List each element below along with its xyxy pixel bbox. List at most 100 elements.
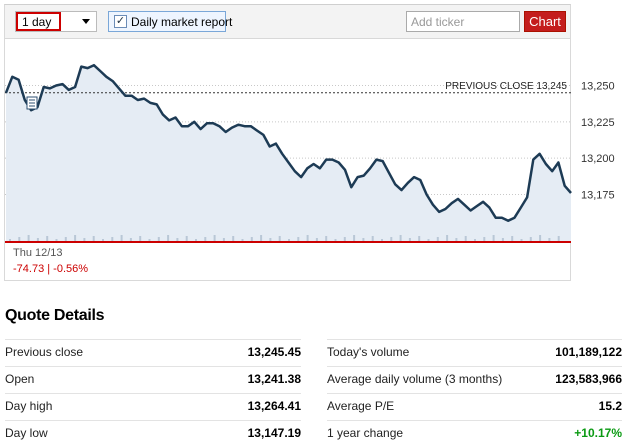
report-marker-icon[interactable] [26, 96, 38, 110]
volume-bar [446, 235, 449, 241]
volume-bar [204, 237, 207, 241]
volume-bar [353, 235, 356, 241]
volume-bar [539, 235, 542, 241]
volume-bar [213, 235, 216, 241]
volume-bar [436, 237, 439, 241]
volume-bar [390, 237, 393, 241]
price-area [6, 65, 571, 241]
quote-label: Day high [5, 399, 53, 413]
ticker-input[interactable] [406, 11, 520, 32]
volume-bar [195, 239, 197, 241]
volume-bar [278, 236, 281, 241]
volume-bar [9, 239, 11, 241]
volume-bar [222, 238, 225, 241]
volume-bar [427, 239, 430, 241]
quote-label: Today's volume [327, 345, 410, 359]
volume-bar [18, 237, 21, 241]
quote-value: 13,147.19 [247, 426, 301, 440]
volume-bar [102, 239, 104, 241]
volume-bar [120, 235, 123, 241]
volume-bar [139, 236, 142, 241]
volume-bar [46, 236, 49, 241]
volume-bar [408, 238, 411, 241]
quote-value: 15.2 [598, 399, 622, 413]
volume-bar [399, 235, 402, 241]
volume-bar [306, 235, 309, 241]
volume-bar [464, 236, 467, 241]
quote-label: Day low [5, 426, 48, 440]
volume-bar [36, 238, 39, 241]
volume-bar [548, 238, 551, 241]
quote-details-title: Quote Details [5, 307, 105, 324]
volume-bar [185, 236, 188, 241]
y-tick-label: 13,175 [581, 189, 615, 201]
volume-bar [129, 238, 132, 241]
y-tick-label: 13,200 [581, 153, 615, 165]
volume-bar [557, 236, 560, 241]
volume-bar [418, 236, 421, 241]
volume-bar [111, 237, 114, 241]
volume-bar [529, 237, 532, 241]
price-line [4, 63, 572, 222]
quote-label: Average daily volume (3 months) [327, 372, 503, 386]
quote-row: Previous close 13,245.45 [5, 339, 301, 366]
quote-value: 101,189,122 [555, 345, 622, 359]
quote-table-left: Previous close 13,245.45 Open 13,241.38 Day … [5, 339, 301, 447]
quote-value: 123,583,966 [555, 372, 622, 386]
volume-bar [288, 239, 290, 241]
price-chart: PREVIOUS CLOSE 13,245 13,250 13,225 13,200… [4, 63, 615, 243]
volume-bar [315, 238, 318, 241]
volume-bar [64, 237, 67, 241]
chevron-down-icon[interactable] [82, 19, 90, 24]
volume-bars [9, 235, 560, 241]
quote-row: Day high 13,264.41 [5, 393, 301, 420]
volume-bar [148, 239, 151, 241]
chart-panel: 1 day ✓ Daily market report Chart PREVIO… [4, 4, 615, 281]
quote-row: Open 13,241.38 [5, 366, 301, 393]
daily-report-toggle[interactable]: ✓ Daily market report [108, 11, 232, 32]
chart-toolbar: 1 day ✓ Daily market report Chart [5, 5, 570, 39]
volume-bar [269, 238, 272, 241]
quote-row: 1 year change +10.17% [327, 420, 622, 447]
chart-button[interactable]: Chart [524, 11, 566, 32]
quote-label: Open [5, 372, 35, 386]
volume-bar [474, 239, 476, 241]
volume-bar [250, 237, 253, 241]
quote-table-right: Today's volume 101,189,122 Average daily v… [327, 339, 622, 447]
range-value: 1 day [16, 12, 61, 31]
volume-bar [511, 236, 514, 241]
y-tick-label: 13,225 [581, 117, 615, 129]
volume-bar [241, 239, 244, 241]
daily-report-label: Daily market report [131, 15, 233, 29]
volume-bar [455, 238, 458, 241]
quote-row: Average daily volume (3 months) 123,583,9… [327, 366, 622, 393]
volume-bar [27, 235, 30, 241]
quote-label: 1 year change [327, 426, 404, 440]
y-axis-ticks: 13,250 13,225 13,200 13,175 [581, 81, 615, 202]
previous-close-label: PREVIOUS CLOSE 13,245 [445, 81, 567, 92]
quote-row: Average P/E 15.2 [327, 393, 622, 420]
quote-value: 13,245.45 [247, 345, 301, 359]
volume-bar [501, 238, 504, 241]
volume-bar [371, 236, 374, 241]
volume-bar [232, 236, 235, 241]
quote-value: 13,241.38 [247, 372, 301, 386]
volume-bar [483, 237, 486, 241]
volume-bar [520, 239, 523, 241]
date-label: Thu 12/13 [13, 247, 63, 259]
quote-row: Today's volume 101,189,122 [327, 339, 622, 366]
volume-bar [74, 235, 77, 241]
volume-bar [297, 237, 300, 241]
change-label: -74.73 | -0.56% [13, 263, 89, 275]
range-select[interactable]: 1 day [15, 11, 97, 32]
volume-bar [55, 239, 58, 241]
y-tick-label: 13,250 [581, 81, 615, 93]
volume-bar [167, 235, 170, 241]
quote-row: Day low 13,147.19 [5, 420, 301, 447]
volume-bar [92, 236, 95, 241]
volume-bar [325, 236, 328, 241]
checkbox-icon[interactable]: ✓ [114, 15, 127, 28]
volume-bar [157, 237, 160, 241]
volume-bar [260, 235, 263, 241]
volume-bar [492, 235, 495, 241]
